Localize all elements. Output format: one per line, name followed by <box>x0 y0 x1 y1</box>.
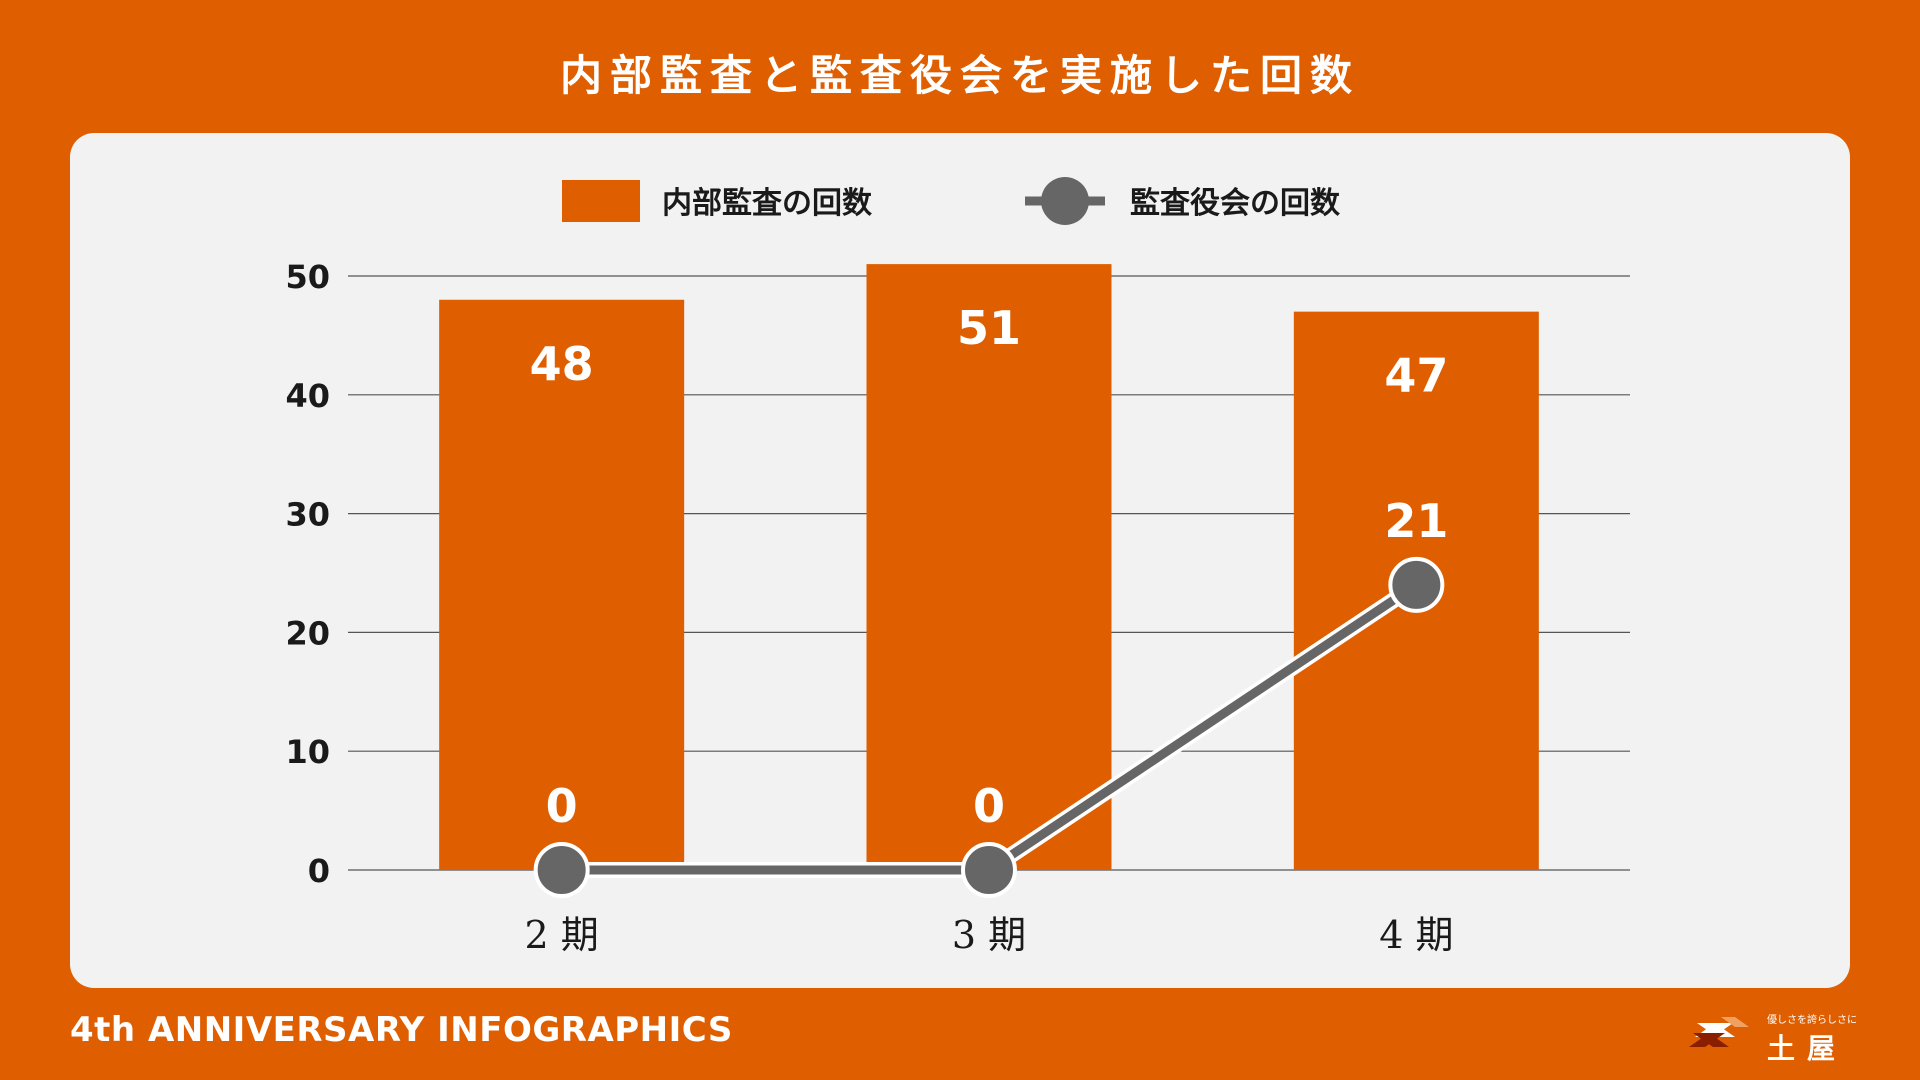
line-value-label: 21 <box>1384 494 1448 548</box>
line-value-label: 0 <box>973 779 1005 833</box>
brand-name: 土屋 <box>1767 1032 1848 1065</box>
y-tick-label: 30 <box>285 496 330 534</box>
brand-tagline: 優しさを誇らしさに <box>1767 1015 1857 1026</box>
legend-line-marker <box>1041 177 1089 225</box>
legend-line-label: 監査役会の回数 <box>1130 186 1341 221</box>
x-tick-label: 2 期 <box>525 913 599 957</box>
y-tick-label: 0 <box>308 852 330 890</box>
legend: 内部監査の回数 監査役会の回数 <box>562 177 1341 225</box>
line-point <box>533 842 590 898</box>
y-tick-label: 10 <box>285 733 330 771</box>
y-tick-label: 50 <box>285 258 330 296</box>
legend-bar-swatch <box>562 180 640 222</box>
line-point <box>961 842 1017 898</box>
bar <box>439 299 685 870</box>
brand-logo: 優しさを誇らしさに 土屋 <box>1685 1003 1857 1065</box>
line-points <box>533 556 1445 898</box>
data-labels: 48 51 47 0 0 21 <box>530 301 1449 833</box>
bar <box>866 264 1112 870</box>
x-tick-label: 4 期 <box>1379 913 1453 957</box>
logo-mark-icon <box>1689 1017 1749 1047</box>
x-tick-label: 3 期 <box>952 913 1026 957</box>
line-point <box>1388 556 1445 613</box>
bars <box>439 264 1539 870</box>
bar-value-label: 51 <box>957 301 1021 355</box>
y-tick-label: 20 <box>285 614 330 652</box>
bar-value-label: 48 <box>530 337 594 391</box>
axes: 0 10 20 30 40 50 2 期 3 期 4 期 <box>285 258 1453 957</box>
legend-bar-label: 内部監査の回数 <box>662 186 873 221</box>
chart-title: 内部監査と監査役会を実施した回数 <box>559 51 1360 100</box>
y-tick-label: 40 <box>285 377 330 415</box>
footer-caption: 4th ANNIVERSARY INFOGRAPHICS <box>70 1010 733 1050</box>
line-value-label: 0 <box>546 779 578 833</box>
bar-value-label: 47 <box>1384 349 1448 403</box>
